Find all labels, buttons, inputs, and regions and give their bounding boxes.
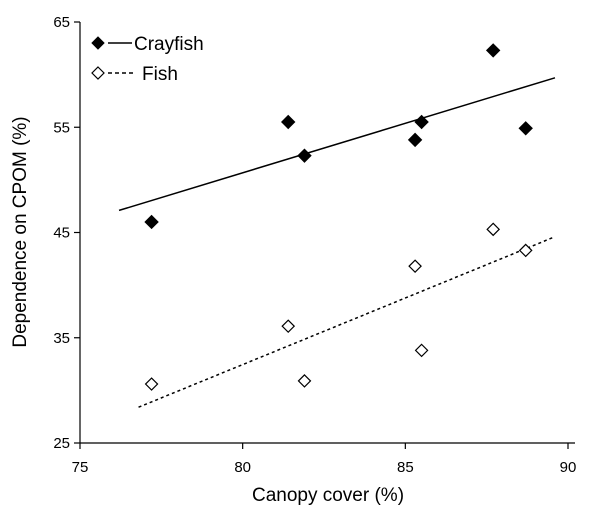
fish-data-point xyxy=(281,319,296,334)
x-tick-label: 90 xyxy=(560,459,577,476)
crayfish-data-point xyxy=(414,114,429,130)
y-tick-label: 55 xyxy=(53,119,70,136)
legend-label-crayfish: Crayfish xyxy=(134,34,204,55)
fish-data-point xyxy=(408,259,422,274)
fish-data-point xyxy=(518,243,533,258)
x-axis-title: Canopy cover (%) xyxy=(252,485,404,506)
fish-data-point xyxy=(144,377,159,391)
crayfish-data-point xyxy=(518,121,533,136)
fish-trend-line xyxy=(138,236,556,408)
x-tick-label: 75 xyxy=(72,459,89,476)
legend: Crayfish Fish xyxy=(91,34,204,85)
y-tick-label: 35 xyxy=(53,330,70,347)
y-tick-label: 65 xyxy=(53,14,70,31)
y-axis-title: Dependence on CPOM (%) xyxy=(10,116,31,347)
y-tick-label: 45 xyxy=(53,225,70,242)
y-axis-ticks: 25 35 45 55 65 xyxy=(53,14,80,452)
crayfish-data-point xyxy=(297,148,312,163)
crayfish-data-point xyxy=(281,114,296,130)
plot-area: 25 35 45 55 65 75 80 85 90 xyxy=(53,14,576,476)
legend-crayfish-diamond-icon xyxy=(91,36,105,50)
crayfish-data-point xyxy=(144,214,159,230)
legend-item-fish: Fish xyxy=(91,64,178,85)
crayfish-trend-line xyxy=(118,77,556,212)
x-tick-label: 85 xyxy=(397,459,414,476)
legend-fish-diamond-icon xyxy=(91,66,105,80)
data-markers xyxy=(144,43,533,391)
x-tick-label: 80 xyxy=(234,459,251,476)
y-tick-label: 25 xyxy=(53,435,70,452)
crayfish-data-point xyxy=(485,43,501,58)
fish-data-point xyxy=(297,374,312,388)
legend-label-fish: Fish xyxy=(142,64,178,85)
trend-lines xyxy=(118,77,556,408)
fish-data-point xyxy=(486,222,501,237)
x-axis-ticks: 75 80 85 90 xyxy=(72,443,577,476)
crayfish-data-point xyxy=(407,132,423,148)
fish-data-point xyxy=(414,343,429,358)
legend-item-crayfish: Crayfish xyxy=(91,34,204,55)
